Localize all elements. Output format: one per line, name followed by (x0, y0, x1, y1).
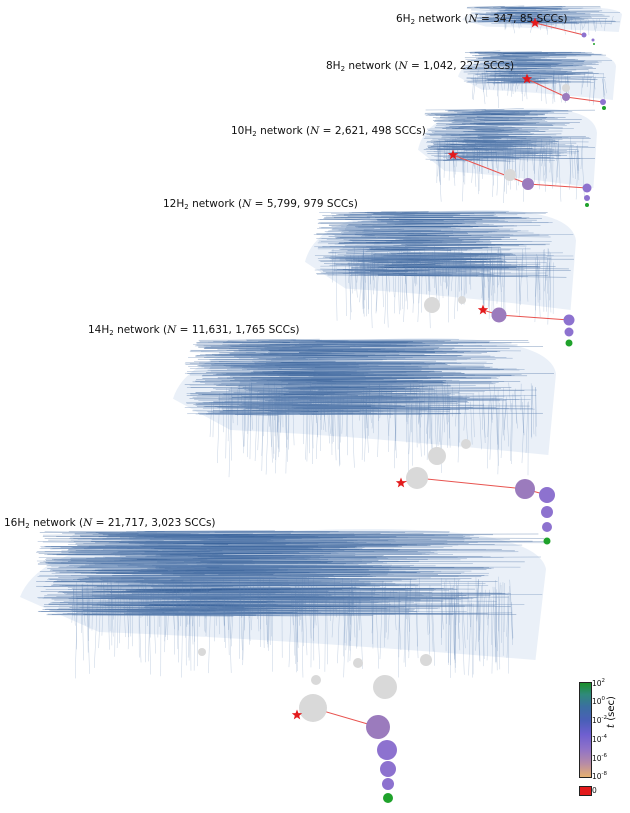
colorbar-tick: 10-6 (592, 754, 607, 763)
colorbar-zero-swatch (579, 786, 592, 796)
scc-node (299, 694, 327, 722)
scc-node (461, 439, 471, 449)
title-14h2: 14H2 network (N = 11,631, 1,765 SCCs) (88, 324, 300, 336)
scc-node (424, 297, 440, 313)
title-10h2: 10H2 network (N = 2,621, 498 SCCs) (231, 125, 426, 137)
colorbar-tick: 100 (592, 697, 605, 706)
title-8h2: 8H2 network (N = 1,042, 227 SCCs) (326, 60, 514, 72)
scc-node (565, 328, 574, 337)
scc-node (458, 296, 466, 304)
scc-node (562, 84, 570, 92)
colorbar-tick: 102 (592, 679, 605, 688)
colorbar-tick: 10-2 (592, 716, 607, 725)
scc-node (492, 308, 507, 323)
scc-node (515, 479, 535, 499)
scc-node (539, 487, 555, 503)
scc-node (366, 715, 390, 739)
title-12h2: 12H2 network (N = 5,799, 979 SCCs) (163, 198, 358, 210)
scc-node (406, 467, 428, 489)
scc-node (584, 195, 590, 201)
scc-node (311, 675, 321, 685)
scc-node (582, 33, 587, 38)
scc-node (383, 793, 393, 803)
colorbar (579, 682, 592, 778)
scc-node (522, 178, 534, 190)
scc-node (542, 522, 552, 532)
scc-node (198, 648, 206, 656)
scc-node (544, 538, 551, 545)
title-6h2: 6H2 network (N = 347, 85 SCCs) (396, 13, 567, 25)
colorbar-tick: 10-4 (592, 735, 607, 744)
scc-node (592, 39, 595, 42)
scc-node (504, 169, 516, 181)
scc-node (380, 761, 396, 777)
colorbar-tick: 10-8 (592, 772, 607, 781)
scc-node (353, 658, 363, 668)
scc-node (373, 675, 397, 699)
scc-node (585, 203, 589, 207)
scc-node (564, 315, 575, 326)
initial-state-star-icon (478, 305, 488, 315)
scc-node (541, 506, 553, 518)
scc-node (428, 447, 446, 465)
scc-node (562, 93, 570, 101)
title-16h2: 16H2 network (N = 21,717, 3,023 SCCs) (4, 517, 216, 529)
initial-state-star-icon (396, 478, 406, 488)
colorbar-zero-label: 0 (592, 786, 597, 795)
scc-node (382, 778, 394, 790)
scc-node (377, 740, 397, 760)
scc-node (600, 99, 606, 105)
scc-node (583, 184, 592, 193)
scc-node (420, 654, 432, 666)
scc-node (602, 106, 606, 110)
scc-node (593, 43, 595, 45)
colorbar-axis-label: t (sec) (606, 696, 617, 728)
scc-node (566, 340, 573, 347)
